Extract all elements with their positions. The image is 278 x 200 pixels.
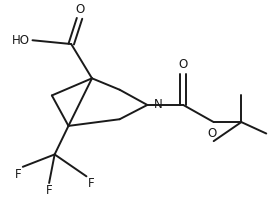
Text: O: O	[179, 58, 188, 71]
Text: O: O	[208, 127, 217, 140]
Text: F: F	[46, 184, 53, 197]
Text: F: F	[88, 177, 95, 190]
Text: O: O	[75, 3, 84, 16]
Text: N: N	[154, 98, 163, 111]
Text: HO: HO	[12, 34, 30, 47]
Text: F: F	[15, 168, 21, 181]
